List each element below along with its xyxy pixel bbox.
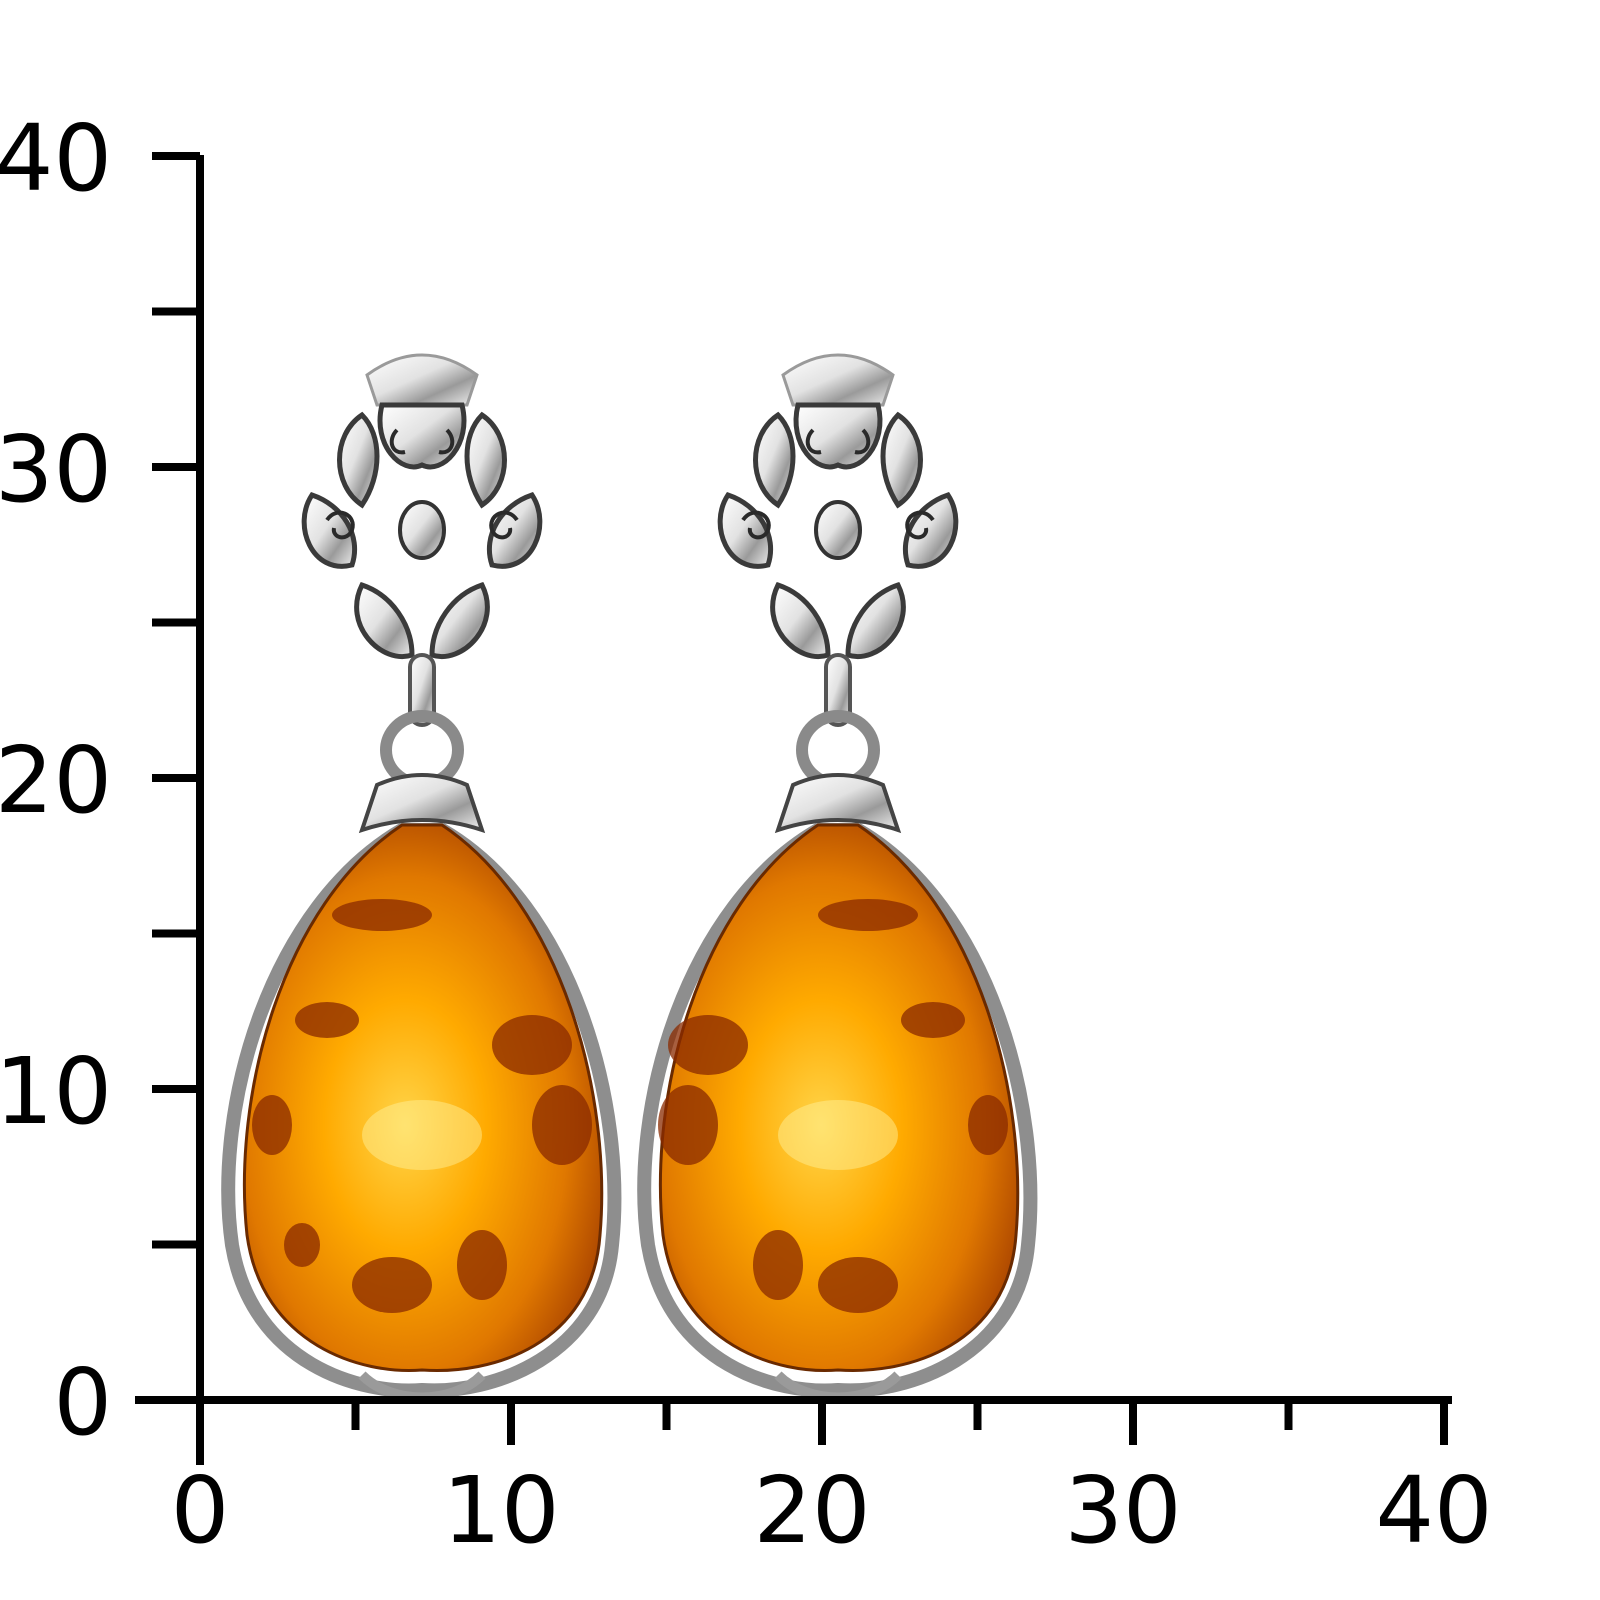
- y-tick-label: 40: [0, 105, 112, 212]
- left-amber-stone: [243, 823, 604, 1373]
- x-tick-label: 40: [1375, 1457, 1492, 1564]
- right-earring: [637, 355, 1038, 1403]
- x-tick-label: 20: [753, 1457, 870, 1564]
- y-tick-label: 0: [53, 1349, 112, 1456]
- left-earring: [221, 355, 622, 1403]
- x-tick-label: 0: [171, 1457, 230, 1564]
- x-tick-label: 30: [1064, 1457, 1181, 1564]
- ruler-ticks: [152, 152, 1448, 1445]
- ruler-labels: 0 10 20 30 40 0 10 20 30 40: [0, 105, 1493, 1564]
- y-tick-label: 20: [0, 727, 112, 834]
- y-tick-label: 30: [0, 416, 112, 523]
- y-tick-label: 10: [0, 1038, 112, 1145]
- x-tick-label: 10: [442, 1457, 559, 1564]
